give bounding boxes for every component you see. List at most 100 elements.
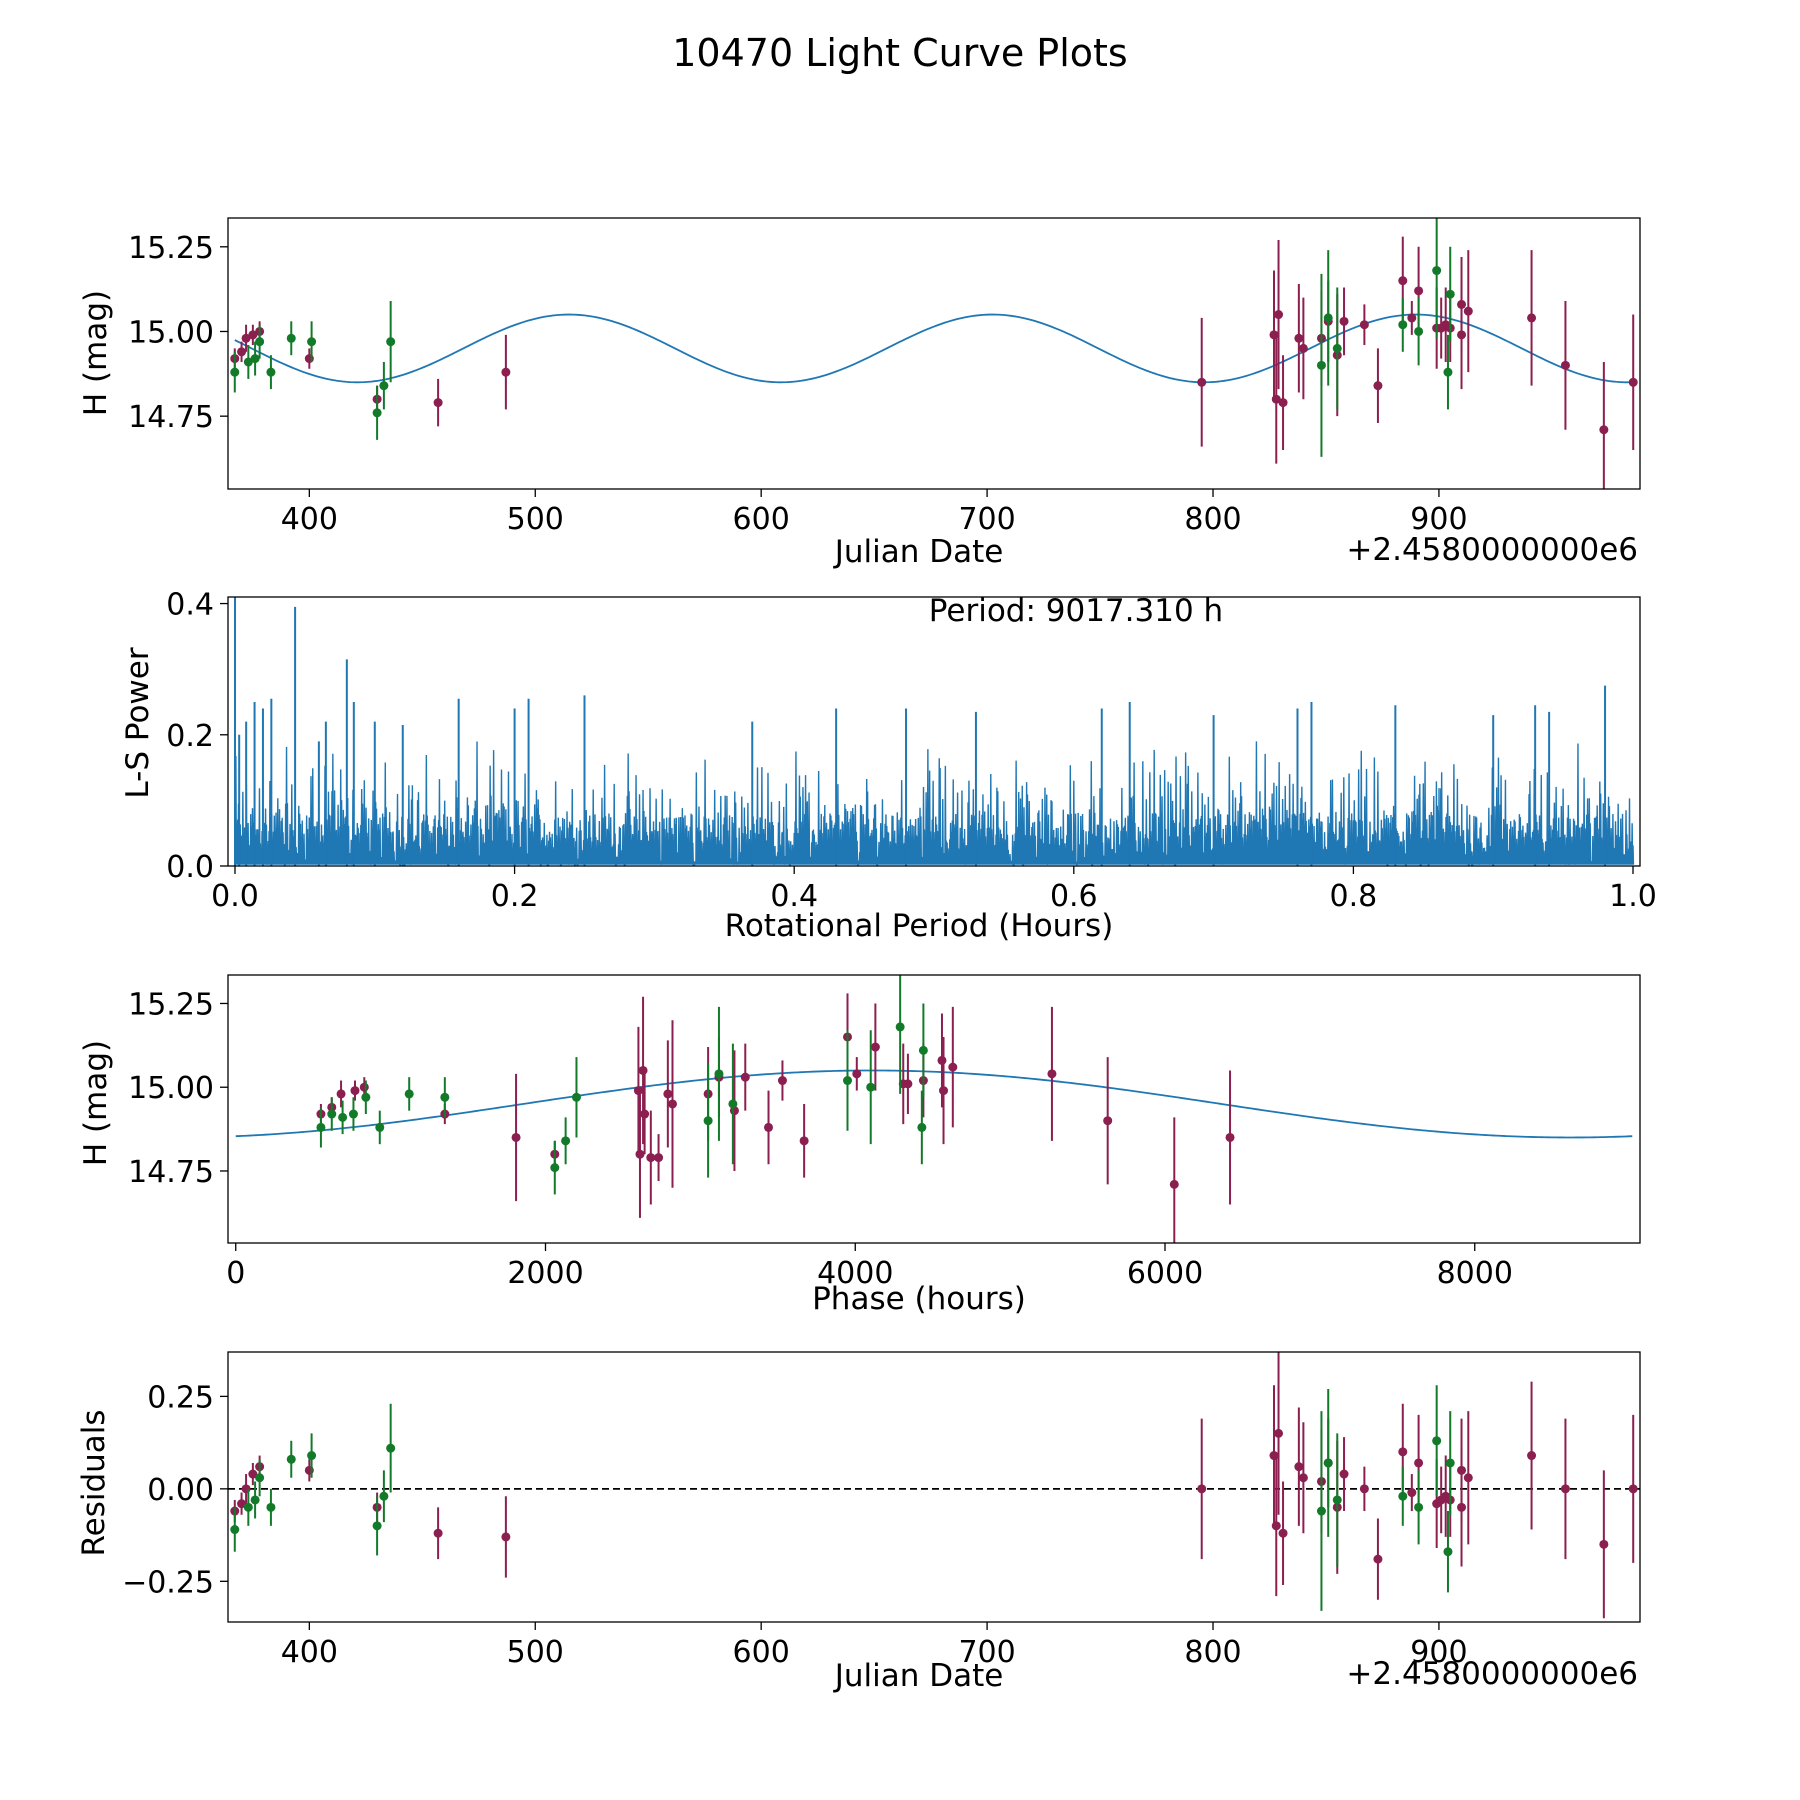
lightcurve-xtick-label: 700 <box>958 502 1015 537</box>
residuals-point <box>1294 1462 1304 1472</box>
lightcurve-point <box>1323 313 1333 323</box>
residuals-point <box>307 1451 317 1461</box>
periodogram-ytick-label: 0.2 <box>166 719 214 754</box>
phased-point <box>870 1042 880 1052</box>
lightcurve-point <box>1628 377 1638 387</box>
lightcurve-xtick-label: 600 <box>733 502 790 537</box>
lightcurve-point <box>1373 381 1383 391</box>
lightcurve-point <box>1298 343 1308 353</box>
residuals-point <box>248 1469 258 1479</box>
lightcurve-xtick-label: 800 <box>1184 502 1241 537</box>
residuals-point <box>286 1454 296 1464</box>
residuals-point <box>1443 1547 1453 1557</box>
phased-point <box>1169 1179 1179 1189</box>
residuals-point <box>1599 1539 1609 1549</box>
phased-point <box>799 1136 809 1146</box>
lightcurve-model-curve <box>234 313 1634 384</box>
residuals-point <box>1274 1428 1284 1438</box>
lightcurve-point <box>237 347 247 357</box>
lightcurve-xlabel: Julian Date <box>833 534 1004 570</box>
lightcurve-point <box>250 354 260 364</box>
phased-point <box>740 1072 750 1082</box>
lightcurve-point <box>379 381 389 391</box>
phased-ytick-label: 15.25 <box>128 987 214 1022</box>
lightcurve-point <box>307 337 317 347</box>
residuals-point <box>266 1502 276 1512</box>
phased-ytick-label: 15.00 <box>128 1071 214 1106</box>
lightcurve-point <box>241 333 251 343</box>
lightcurve-point <box>230 367 240 377</box>
lightcurve-ytick-label: 15.25 <box>128 231 214 266</box>
phased-point <box>852 1069 862 1079</box>
residuals-offset-label: +2.4580000000e6 <box>1346 1656 1638 1692</box>
lightcurve-point <box>1457 299 1467 309</box>
phased-point <box>561 1136 571 1146</box>
residuals-point <box>1445 1458 1455 1468</box>
periodogram-marks <box>233 597 1635 866</box>
phased-point <box>777 1076 787 1086</box>
periodogram-frame <box>227 596 1641 867</box>
phased-xtick-label: 2000 <box>507 1256 583 1291</box>
phased-point <box>338 1112 348 1122</box>
period-annotation: Period: 9017.310 h <box>929 593 1223 629</box>
panel-residuals: 400 500 600 700 800 900 −0.25 0.00 0.25 Julian D… <box>76 1351 1641 1694</box>
lightcurve-point <box>1599 425 1609 435</box>
residuals-point <box>1560 1484 1570 1494</box>
residuals-point <box>1398 1447 1408 1457</box>
phased-point <box>728 1099 738 1109</box>
phased-point <box>714 1069 724 1079</box>
residuals-point <box>1339 1469 1349 1479</box>
lightcurve-point <box>1274 310 1284 320</box>
lightcurve-point <box>266 367 276 377</box>
phased-point <box>327 1109 337 1119</box>
lightcurve-point <box>1359 320 1369 330</box>
lightcurve-ytick-label: 15.00 <box>128 315 214 350</box>
lightcurve-point <box>1398 276 1408 286</box>
phased-point <box>1047 1069 1057 1079</box>
phased-model-curve <box>235 1069 1633 1139</box>
phased-point <box>1225 1132 1235 1142</box>
lightcurve-point <box>1432 266 1442 276</box>
phased-point <box>703 1116 713 1126</box>
phased-point <box>640 1109 650 1119</box>
lightcurve-point <box>1316 360 1326 370</box>
phased-xtick-label: 6000 <box>1127 1256 1203 1291</box>
phased-xtick-label: 4000 <box>817 1256 893 1291</box>
phased-point <box>654 1153 664 1163</box>
residuals-point <box>1359 1484 1369 1494</box>
lightcurve-point <box>1560 360 1570 370</box>
panel-lightcurve: 400 500 600 700 800 900 14.75 15.00 15.25 Julian… <box>78 217 1641 570</box>
residuals-point <box>1278 1528 1288 1538</box>
lightcurve-point <box>501 367 511 377</box>
residuals-point <box>230 1525 240 1535</box>
residuals-xtick-label: 900 <box>1410 1635 1467 1670</box>
residuals-ytick-label: −0.25 <box>122 1565 214 1600</box>
phased-xlabel: Phase (hours) <box>812 1281 1026 1317</box>
residuals-point <box>1463 1473 1473 1483</box>
phased-ylabel: H (mag) <box>78 1040 114 1166</box>
lightcurve-point <box>1414 286 1424 296</box>
lightcurve-marks <box>230 218 1638 489</box>
phased-point <box>440 1092 450 1102</box>
residuals-point <box>237 1499 247 1509</box>
phased-frame <box>227 974 1641 1244</box>
residuals-point <box>1298 1473 1308 1483</box>
lightcurve-point <box>1527 313 1537 323</box>
residuals-point <box>1323 1458 1333 1468</box>
phased-point <box>348 1109 358 1119</box>
phased-point <box>511 1132 521 1142</box>
phased-point <box>571 1092 581 1102</box>
residuals-xtick-label: 800 <box>1184 1635 1241 1670</box>
residuals-point <box>1373 1554 1383 1564</box>
residuals-xtick-label: 500 <box>507 1635 564 1670</box>
lightcurve-xtick-label: 400 <box>281 502 338 537</box>
phased-xtick-label: 8000 <box>1437 1256 1513 1291</box>
phased-xtick-label: 0 <box>226 1256 245 1291</box>
lightcurve-point <box>1407 313 1417 323</box>
lightcurve-point <box>286 333 296 343</box>
panel-phased: 0 2000 4000 6000 8000 14.75 15.00 15.25 Phase (… <box>78 974 1641 1317</box>
periodogram-ylabel: L-S Power <box>120 647 156 798</box>
figure-title: 10470 Light Curve Plots <box>672 31 1127 75</box>
residuals-ytick-label: 0.25 <box>147 1380 214 1415</box>
